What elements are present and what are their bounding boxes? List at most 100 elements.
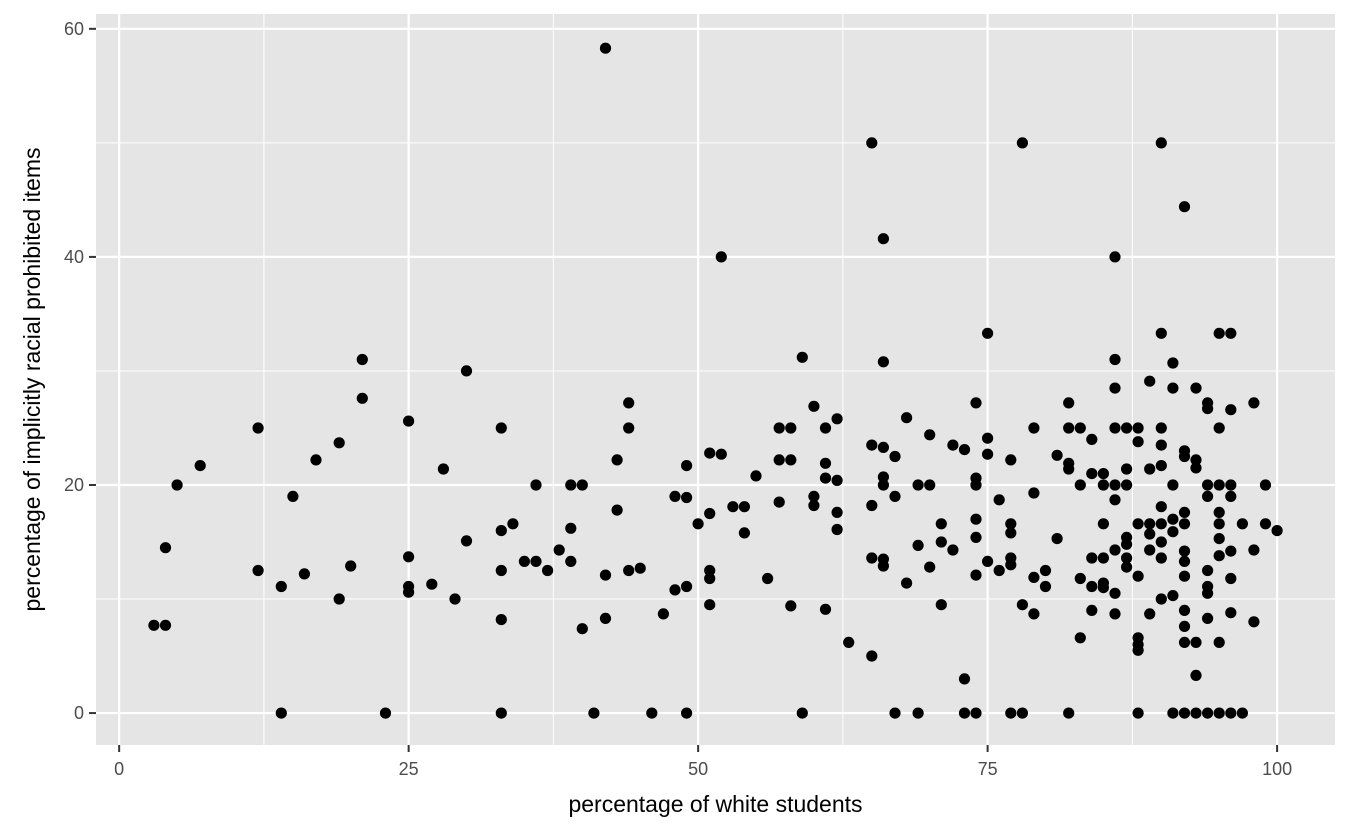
data-point (1132, 644, 1144, 656)
data-point (194, 460, 206, 472)
data-point (912, 707, 924, 719)
data-point (1144, 608, 1156, 620)
data-point (1132, 422, 1144, 434)
data-point (1202, 564, 1214, 577)
data-point (275, 707, 287, 719)
data-point (1074, 572, 1086, 585)
data-point (808, 490, 820, 502)
data-point (738, 527, 751, 539)
data-point (460, 535, 473, 547)
data-point (738, 501, 751, 513)
data-point (1248, 397, 1260, 409)
y-tick-label: 60 (64, 19, 84, 39)
data-point (866, 439, 878, 451)
data-point (1109, 544, 1121, 556)
data-point (1202, 707, 1214, 719)
data-point (565, 522, 577, 534)
data-point (727, 501, 739, 513)
data-point (1109, 251, 1121, 263)
data-point (1167, 590, 1179, 602)
x-tick-label: 75 (978, 759, 998, 779)
data-point (831, 413, 843, 425)
data-point (901, 412, 913, 424)
data-point (1086, 468, 1098, 480)
data-point (877, 441, 890, 453)
data-point (1121, 552, 1133, 564)
data-point (1202, 490, 1214, 502)
data-point (1178, 555, 1191, 568)
data-point (1213, 479, 1225, 491)
data-point (1213, 550, 1225, 562)
data-point (1190, 636, 1202, 649)
data-point (599, 42, 612, 54)
data-point (1051, 533, 1063, 545)
x-axis: 0 25 50 75 100 (114, 745, 1292, 779)
data-point (495, 525, 507, 537)
data-point (669, 584, 681, 596)
data-point (715, 251, 727, 263)
data-point (982, 432, 994, 444)
data-point (1155, 422, 1167, 434)
plot-panel (96, 14, 1335, 745)
data-point (1086, 552, 1098, 564)
data-point (831, 474, 843, 486)
data-point (947, 439, 959, 451)
data-point (1132, 436, 1144, 448)
data-point (1063, 397, 1075, 409)
data-point (1097, 518, 1109, 530)
data-point (298, 568, 310, 580)
data-point (1155, 460, 1167, 472)
data-point (646, 707, 658, 719)
data-point (403, 586, 415, 598)
data-point (611, 504, 623, 516)
data-point (623, 422, 635, 434)
data-point (1225, 572, 1237, 585)
data-point (518, 555, 531, 568)
data-point (1144, 518, 1156, 530)
data-point (877, 356, 890, 368)
data-point (1178, 201, 1191, 213)
data-point (1178, 620, 1191, 633)
data-point (634, 562, 646, 574)
data-point (310, 454, 322, 466)
data-point (1236, 707, 1248, 719)
data-point (1074, 632, 1086, 644)
data-point (1178, 570, 1191, 582)
data-point (819, 422, 832, 434)
data-point (1225, 490, 1237, 502)
data-point (1190, 669, 1202, 682)
data-point (1248, 616, 1260, 628)
y-axis-title: percentage of implicitly racial prohibit… (19, 147, 45, 611)
data-point (1190, 707, 1202, 719)
data-point (1213, 707, 1225, 719)
data-point (1248, 544, 1260, 556)
data-point (1178, 450, 1191, 463)
data-point (1225, 607, 1237, 619)
data-point (1005, 559, 1017, 571)
data-point (1016, 137, 1028, 149)
data-point (287, 490, 299, 502)
data-point (1109, 353, 1121, 366)
data-point (611, 454, 623, 466)
data-point (785, 600, 797, 612)
data-point (1225, 327, 1237, 339)
data-point (785, 454, 797, 466)
data-point (159, 542, 172, 554)
data-point (1178, 518, 1191, 530)
data-point (623, 564, 635, 577)
data-point (970, 707, 982, 719)
data-point (1167, 357, 1179, 369)
data-point (935, 518, 947, 530)
y-axis: 0 20 40 60 (64, 19, 96, 723)
data-point (970, 569, 982, 581)
data-point (333, 437, 345, 449)
data-point (542, 564, 554, 577)
data-point (796, 707, 808, 719)
data-points (148, 42, 1283, 719)
data-point (1109, 608, 1121, 620)
data-point (599, 612, 612, 625)
data-point (1167, 526, 1179, 538)
data-point (449, 593, 461, 605)
data-point (1144, 375, 1156, 387)
y-tick-label: 40 (64, 247, 84, 267)
